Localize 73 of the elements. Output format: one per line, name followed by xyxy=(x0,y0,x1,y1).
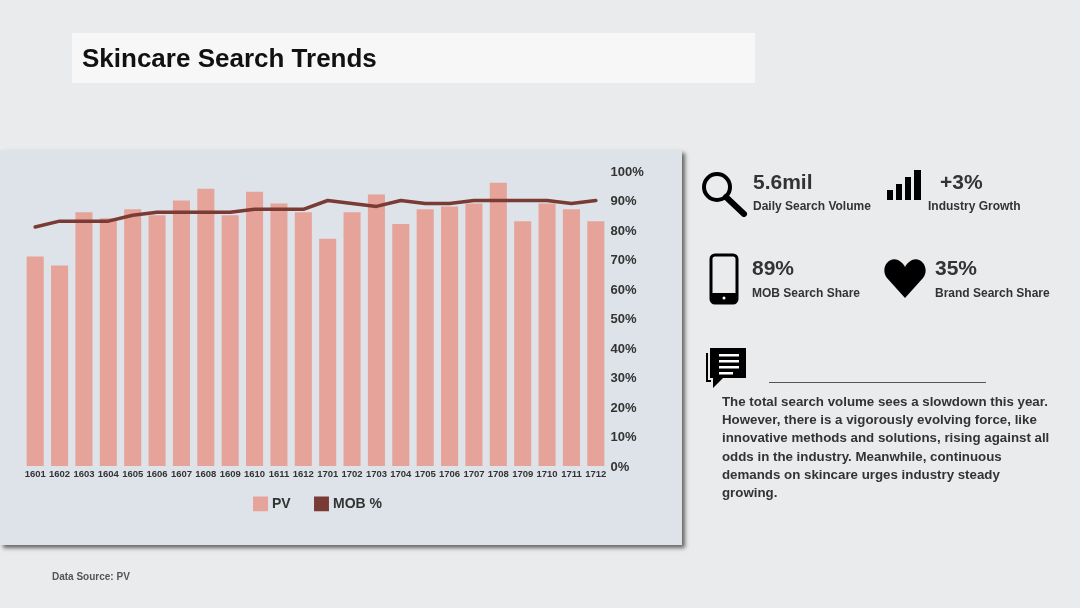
text: Brand Search Share xyxy=(935,286,1050,300)
y2-tick-label: 90% xyxy=(610,193,637,208)
bar xyxy=(270,203,288,466)
x-tick-label: 1606 xyxy=(146,467,168,479)
x-tick-label: 1701 xyxy=(317,467,339,479)
x-tick-label: 1711 xyxy=(561,467,583,479)
bar xyxy=(465,203,483,466)
text: The total search volume sees a slowdown this year. However, there is a vigorously evolving force, like innovative methods and solutions, rising against all odds in the industry. Meanwhile, continuous demands on skincare urges industry steady growing. xyxy=(722,393,1051,502)
bar xyxy=(294,212,312,466)
x-tick-label: 1703 xyxy=(365,467,388,479)
legend-label: MOB % xyxy=(333,494,383,511)
bar xyxy=(392,224,410,466)
y2-tick-label: 70% xyxy=(610,252,637,267)
chart-title: Skincare Search Trends xyxy=(72,33,755,83)
bar xyxy=(489,182,507,466)
x-tick-label: 1602 xyxy=(48,467,71,479)
bar xyxy=(197,188,215,466)
x-tick-label: 1604 xyxy=(97,467,120,479)
y2-tick-label: 0% xyxy=(610,458,630,474)
x-tick-label: 1712 xyxy=(585,467,607,479)
x-tick-label: 1611 xyxy=(268,467,290,479)
x-tick-label: 1605 xyxy=(122,467,144,479)
y2-tick-label: 10% xyxy=(610,429,637,444)
line-series xyxy=(33,198,598,229)
x-tick-label: 1710 xyxy=(536,467,558,479)
x-tick-label: 1612 xyxy=(292,467,314,479)
bar xyxy=(538,203,556,466)
bar xyxy=(148,215,166,466)
x-tick-label: 1601 xyxy=(24,467,47,479)
bar xyxy=(367,194,385,466)
bar xyxy=(124,209,142,466)
text: MOB Search Share xyxy=(752,286,861,300)
x-tick-label: 1709 xyxy=(512,467,534,479)
bar xyxy=(441,206,459,466)
bar xyxy=(562,209,580,466)
x-tick-label: 1705 xyxy=(414,467,437,479)
bar xyxy=(75,212,93,466)
bar xyxy=(26,256,44,466)
y2-tick-label: 30% xyxy=(610,370,637,385)
x-tick-label: 1603 xyxy=(73,467,95,479)
text: 5.6mil xyxy=(753,170,813,194)
y2-tick-label: 60% xyxy=(610,281,637,297)
bar xyxy=(172,200,190,466)
y2-tick-label: 100% xyxy=(610,163,645,179)
bar xyxy=(221,215,239,466)
bar xyxy=(343,212,361,466)
x-tick-label: 1707 xyxy=(463,467,485,479)
text: +3% xyxy=(940,170,983,194)
x-tick-label: 1702 xyxy=(341,467,363,479)
bar xyxy=(416,209,434,466)
x-tick-label: 1608 xyxy=(195,467,217,479)
x-tick-label: 1609 xyxy=(219,467,241,479)
y2-tick-label: 20% xyxy=(610,399,637,415)
bar xyxy=(514,221,532,466)
y2-tick-label: 40% xyxy=(610,340,637,356)
text: 35% xyxy=(935,256,978,280)
text: Industry Growth xyxy=(928,199,1021,213)
text: 89% xyxy=(752,256,795,280)
x-tick-label: 1610 xyxy=(243,467,266,479)
y2-tick-label: 80% xyxy=(610,222,637,238)
source-note: Data Source: PV xyxy=(52,571,130,582)
x-tick-label: 1607 xyxy=(170,467,193,479)
x-tick-label: 1708 xyxy=(487,467,509,479)
bar xyxy=(587,221,605,466)
legend-label: PV xyxy=(272,494,292,511)
x-tick-label: 1706 xyxy=(438,467,461,479)
bar xyxy=(319,238,337,466)
bar xyxy=(99,218,117,466)
text: Daily Search Volume xyxy=(753,199,871,213)
y2-tick-label: 50% xyxy=(610,311,637,326)
bar xyxy=(51,265,69,466)
x-tick-label: 1704 xyxy=(390,467,413,479)
bar xyxy=(246,191,264,466)
